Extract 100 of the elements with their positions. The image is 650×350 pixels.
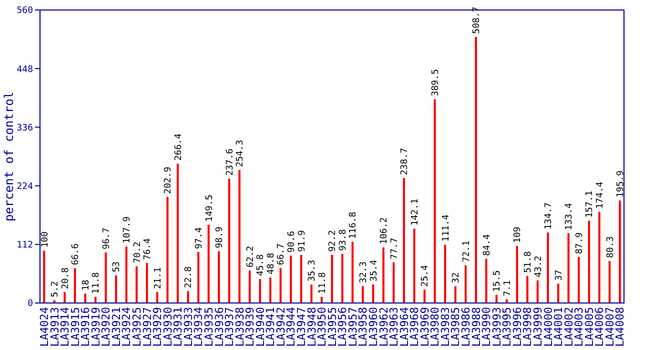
data-label: 195.9 <box>616 170 626 198</box>
data-label: 134.7 <box>544 202 554 230</box>
x-tick-label: LA3925 <box>130 307 144 347</box>
bar <box>208 224 210 303</box>
data-label: 18 <box>81 280 92 291</box>
bar <box>300 254 302 303</box>
bar <box>392 262 395 303</box>
bar <box>567 233 570 303</box>
bar <box>166 196 169 303</box>
bar <box>176 164 179 303</box>
data-label: 116.8 <box>348 212 359 239</box>
bar <box>526 276 528 303</box>
bar <box>464 265 467 303</box>
bar <box>424 290 426 303</box>
bar <box>248 270 251 303</box>
bar <box>197 252 200 303</box>
y-axis-title: percent of control <box>2 91 16 222</box>
data-label: 21.1 <box>153 267 164 289</box>
y-tick-label: 0 <box>28 299 33 310</box>
bar <box>454 286 456 303</box>
data-label: 92.2 <box>328 230 338 252</box>
data-label: 43.2 <box>534 256 544 278</box>
data-label: 93.8 <box>338 229 348 251</box>
bar <box>310 284 312 303</box>
bar <box>156 292 158 303</box>
bar <box>588 220 590 303</box>
data-label: 62.2 <box>246 246 256 268</box>
data-label: 66.6 <box>71 243 82 266</box>
bar <box>104 252 107 303</box>
x-tick-label: LA4024 <box>38 306 51 347</box>
data-label: 109 <box>513 226 524 243</box>
bar <box>608 260 611 303</box>
data-label: 72.1 <box>462 240 472 262</box>
data-label: 11.8 <box>92 272 102 294</box>
bar <box>74 268 76 303</box>
y-tick-label: 560 <box>16 6 33 16</box>
x-tick-label: LA3927 <box>140 307 154 347</box>
x-tick-label: LA3962 <box>377 307 390 347</box>
bar <box>578 257 580 303</box>
data-label: 389.5 <box>430 69 441 96</box>
data-label: 107.9 <box>122 216 133 244</box>
bar <box>434 99 436 303</box>
bar <box>516 246 518 303</box>
data-label: 106.2 <box>380 217 390 244</box>
bar <box>557 284 560 303</box>
data-label: 32 <box>452 272 462 284</box>
bar <box>402 178 405 303</box>
data-label: 157.1 <box>585 190 596 218</box>
x-tick-label: LA3924 <box>120 306 134 347</box>
bar <box>259 279 262 303</box>
data-label: 254.3 <box>236 140 246 167</box>
y-tick-label: 112 <box>16 240 33 251</box>
bar <box>352 242 354 303</box>
data-label: 25.4 <box>420 265 431 287</box>
x-tick-label: LA3944 <box>284 306 298 347</box>
bar <box>125 246 128 303</box>
bar <box>382 247 384 303</box>
data-label: 53 <box>112 261 122 272</box>
bar <box>280 268 282 303</box>
data-label: 22.8 <box>184 266 194 288</box>
bar <box>495 294 498 303</box>
bar <box>269 277 272 303</box>
data-label: 76.4 <box>143 238 154 260</box>
bar <box>485 258 488 303</box>
data-label: 174.4 <box>595 182 606 209</box>
x-tick-label: LA4008 <box>614 307 627 347</box>
bar <box>536 280 539 303</box>
data-label: 66.7 <box>276 243 287 266</box>
data-label: 111.4 <box>441 214 452 242</box>
data-label: 508.7 <box>472 6 482 34</box>
bar <box>187 291 190 303</box>
data-label: 35.4 <box>369 260 380 282</box>
data-label: 77.7 <box>390 238 400 260</box>
data-label: 45.8 <box>256 254 266 276</box>
bar <box>330 254 334 303</box>
bar <box>43 250 46 303</box>
bar <box>372 284 374 303</box>
data-label: 37 <box>554 270 564 281</box>
bar <box>290 256 292 303</box>
data-label: 48.8 <box>266 252 276 274</box>
data-label: 11.8 <box>318 272 328 294</box>
data-label: 5.2 <box>50 281 61 298</box>
data-label: 32.3 <box>358 261 369 284</box>
bar <box>218 251 220 303</box>
data-label: 80.3 <box>606 236 616 258</box>
bar <box>64 292 66 303</box>
bar <box>618 200 621 303</box>
data-label: 84.4 <box>482 234 492 256</box>
bar <box>474 36 477 303</box>
y-tick-label: 448 <box>16 64 33 75</box>
bar <box>146 263 148 303</box>
data-label: 90.6 <box>287 230 298 253</box>
bar <box>546 232 549 303</box>
bar <box>115 275 118 303</box>
data-label: 149.5 <box>204 194 215 222</box>
data-label: 202.9 <box>164 166 174 194</box>
data-label: 97.4 <box>194 227 204 250</box>
bar <box>228 178 230 303</box>
data-label: 91.9 <box>297 230 308 252</box>
data-label: 133.4 <box>564 203 575 230</box>
